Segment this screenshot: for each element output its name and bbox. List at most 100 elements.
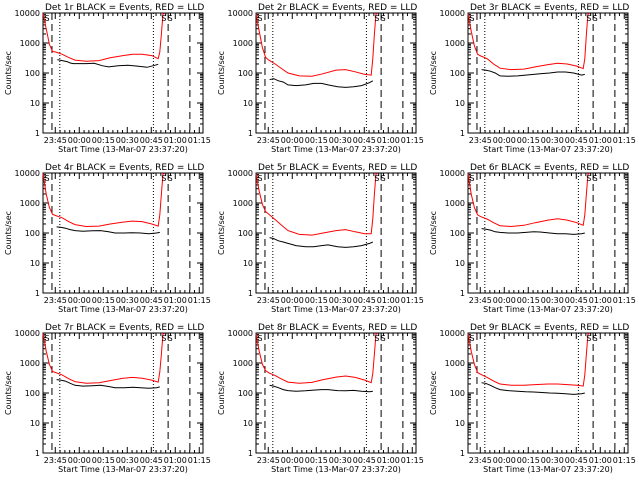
panel-title: Det 2r BLACK = Events, RED = LLD bbox=[258, 3, 417, 13]
y-tick-label: 1000 bbox=[20, 39, 40, 48]
x-tick-label: 00:00 bbox=[281, 136, 304, 145]
x-tick-label: 00:15 bbox=[517, 296, 540, 305]
x-tick-label: 01:15 bbox=[188, 296, 211, 305]
x-tick-label: 00:30 bbox=[541, 296, 564, 305]
y-axis-label: Counts/sec bbox=[217, 211, 226, 255]
y-tick-label: 10 bbox=[455, 259, 465, 268]
y-tick-label: 10 bbox=[243, 259, 253, 268]
detector-panel-1: Det 1r BLACK = Events, RED = LLD 1 10 100 10… bbox=[4, 3, 211, 154]
events-series-line bbox=[481, 228, 585, 235]
y-tick-label: 10000 bbox=[228, 169, 253, 178]
x-tick-label: 00:45 bbox=[353, 296, 376, 305]
y-tick-label: 1 bbox=[460, 129, 465, 138]
corner-marker: S bbox=[586, 334, 591, 343]
x-tick-label: 00:30 bbox=[541, 136, 564, 145]
y-tick-label: 10000 bbox=[440, 9, 465, 18]
panel-title: Det 1r BLACK = Events, RED = LLD bbox=[45, 3, 204, 13]
x-tick-label: 01:15 bbox=[613, 296, 636, 305]
x-tick-label: 00:00 bbox=[281, 456, 304, 465]
x-tick-label: 00:15 bbox=[92, 296, 115, 305]
events-series-line bbox=[481, 69, 585, 77]
y-tick-label: 10 bbox=[243, 419, 253, 428]
x-tick-label: 00:30 bbox=[329, 296, 352, 305]
x-tick-label: 01:00 bbox=[377, 136, 400, 145]
x-tick-label: 01:00 bbox=[589, 456, 612, 465]
lld-series-line bbox=[42, 13, 165, 62]
x-tick-label: 01:00 bbox=[377, 456, 400, 465]
y-axis-label: Counts/sec bbox=[217, 371, 226, 415]
events-series-line bbox=[481, 382, 585, 395]
x-tick-label: 00:30 bbox=[116, 136, 139, 145]
y-tick-label: 1000 bbox=[233, 359, 253, 368]
x-tick-label: 00:45 bbox=[140, 136, 163, 145]
corner-marker: S bbox=[44, 334, 49, 343]
corner-marker: S bbox=[168, 14, 173, 23]
x-axis-label: Start Time (13-Mar-07 23:37:20) bbox=[483, 305, 613, 314]
panel-title: Det 5r BLACK = Events, RED = LLD bbox=[258, 163, 417, 173]
x-tick-label: 23:45 bbox=[257, 296, 280, 305]
x-tick-label: 01:15 bbox=[401, 136, 424, 145]
y-tick-label: 100 bbox=[450, 389, 465, 398]
x-tick-label: 01:15 bbox=[188, 136, 211, 145]
corner-marker: S bbox=[168, 334, 173, 343]
corner-marker: S bbox=[593, 14, 598, 23]
y-tick-label: 1000 bbox=[445, 359, 465, 368]
corner-marker: S bbox=[469, 334, 474, 343]
lld-series-line bbox=[42, 333, 165, 384]
x-tick-label: 00:00 bbox=[493, 296, 516, 305]
events-series-line bbox=[269, 78, 374, 88]
y-tick-label: 10000 bbox=[15, 169, 40, 178]
events-series-line bbox=[269, 237, 374, 248]
detector-panel-8: Det 8r BLACK = Events, RED = LLD 1 10 100 10… bbox=[217, 323, 424, 474]
x-tick-label: 00:00 bbox=[68, 136, 91, 145]
plot-frame bbox=[42, 12, 204, 134]
y-tick-label: 10000 bbox=[15, 9, 40, 18]
x-tick-label: 01:00 bbox=[589, 136, 612, 145]
x-tick-label: 00:45 bbox=[565, 456, 588, 465]
x-tick-label: 00:15 bbox=[305, 456, 328, 465]
y-tick-label: 1000 bbox=[20, 199, 40, 208]
corner-marker: S bbox=[586, 174, 591, 183]
corner-marker: S bbox=[161, 334, 166, 343]
panel-title: Det 6r BLACK = Events, RED = LLD bbox=[470, 163, 629, 173]
y-tick-label: 100 bbox=[238, 389, 253, 398]
y-tick-label: 1 bbox=[35, 289, 40, 298]
y-tick-label: 10 bbox=[455, 419, 465, 428]
corner-marker: S bbox=[374, 174, 379, 183]
y-tick-label: 10000 bbox=[15, 329, 40, 338]
y-tick-label: 100 bbox=[238, 229, 253, 238]
y-tick-label: 100 bbox=[450, 229, 465, 238]
x-tick-label: 00:00 bbox=[281, 296, 304, 305]
corner-marker: S bbox=[257, 334, 262, 343]
y-tick-label: 1000 bbox=[445, 199, 465, 208]
detector-panel-7: Det 7r BLACK = Events, RED = LLD 1 10 100 10… bbox=[4, 323, 211, 474]
y-axis-label: Counts/sec bbox=[429, 211, 438, 255]
corner-marker: S bbox=[168, 174, 173, 183]
corner-marker: S bbox=[469, 174, 474, 183]
x-tick-label: 00:00 bbox=[68, 296, 91, 305]
corner-marker: S bbox=[469, 14, 474, 23]
x-tick-label: 01:15 bbox=[613, 136, 636, 145]
panel-title: Det 3r BLACK = Events, RED = LLD bbox=[470, 3, 629, 13]
y-axis-label: Counts/sec bbox=[429, 51, 438, 95]
x-tick-label: 01:00 bbox=[164, 296, 187, 305]
lld-series-line bbox=[467, 13, 590, 71]
y-tick-label: 1 bbox=[460, 449, 465, 458]
x-tick-label: 00:00 bbox=[493, 136, 516, 145]
detector-panel-9: Det 9r BLACK = Events, RED = LLD 1 10 100 10… bbox=[429, 323, 636, 474]
plot-frame bbox=[255, 172, 417, 294]
y-tick-label: 10000 bbox=[228, 329, 253, 338]
y-tick-label: 10 bbox=[30, 99, 40, 108]
y-tick-label: 10 bbox=[30, 419, 40, 428]
y-tick-label: 1 bbox=[248, 129, 253, 138]
events-series-line bbox=[56, 226, 160, 235]
corner-marker: S bbox=[257, 174, 262, 183]
y-tick-label: 100 bbox=[25, 229, 40, 238]
x-tick-label: 00:30 bbox=[329, 136, 352, 145]
x-tick-label: 00:45 bbox=[565, 136, 588, 145]
x-tick-label: 00:15 bbox=[305, 296, 328, 305]
y-tick-label: 1 bbox=[460, 289, 465, 298]
x-tick-label: 00:45 bbox=[565, 296, 588, 305]
events-series-line bbox=[56, 379, 160, 389]
